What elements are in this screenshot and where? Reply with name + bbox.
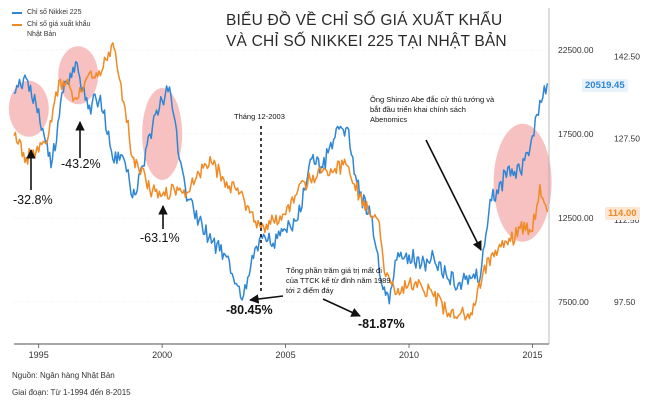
- chart-title: BIỂU ĐỒ VỀ CHỈ SỐ GIÁ XUẤT KHẨU VÀ CHỈ S…: [226, 12, 507, 50]
- highlight-ellipse-1: [58, 46, 99, 105]
- annotation-drop-2003: -80.45%: [226, 303, 273, 317]
- annotation-drop-1997: -43.2%: [61, 157, 101, 171]
- y-left-tick-label-1: 12500.00: [558, 213, 594, 223]
- legend-item-export: Chỉ số giá xuất khẩu Nhật Bản: [12, 20, 105, 40]
- legend-item-nikkei: Chỉ số Nikkei 225: [12, 8, 105, 18]
- y-right-tick-label-3: 142.50: [614, 52, 640, 62]
- y-left-tick-label-2: 17500.00: [558, 129, 594, 139]
- footer-source: Nguồn: Ngân hàng Nhật Bản: [12, 371, 115, 380]
- series-lines: [13, 42, 549, 321]
- annotation-arrow-4: [322, 298, 361, 317]
- x-tick-label-3: 2010: [399, 350, 419, 360]
- footer-period: Giai đoạn: Từ 1-1994 đến 8-2015: [12, 388, 131, 397]
- annotation-drop-2000: -63.1%: [140, 231, 180, 245]
- legend: Chỉ số Nikkei 225 Chỉ số giá xuất khẩu N…: [12, 8, 105, 42]
- series-line-export: [13, 42, 549, 321]
- annotation-dec-2003: Tháng 12-2003: [234, 112, 285, 121]
- annotation-drop-1995: -32.8%: [13, 193, 53, 207]
- nikkei-last-value-tag: 20519.45: [582, 79, 628, 92]
- annotation-arrow-5: [425, 139, 482, 251]
- annotation-drop-2009: -81.87%: [358, 317, 405, 331]
- y-right-tick-label-0: 97.50: [614, 297, 636, 307]
- y-right-tick-label-1: 112.50: [614, 215, 640, 225]
- legend-label-nikkei: Chỉ số Nikkei 225: [27, 9, 82, 16]
- x-tick-label-2: 2005: [276, 350, 296, 360]
- highlight-ellipse-3: [493, 123, 552, 242]
- annotation-arrow-3: [249, 294, 284, 304]
- y-left-tick-label-0: 7500.00: [558, 297, 589, 307]
- x-tick-label-1: 2000: [152, 350, 172, 360]
- x-tick-label-0: 1995: [29, 350, 49, 360]
- y-right-tick-label-2: 127.50: [614, 133, 640, 143]
- series-line-nikkei: [13, 61, 549, 305]
- y-left-tick-label-3: 22500.00: [558, 45, 594, 55]
- annotation-arrows: [26, 121, 482, 317]
- highlight-ellipse-0: [8, 80, 49, 137]
- highlight-regions: [8, 46, 552, 242]
- annotation-abenomics-note: Ông Shinzo Abe đắc cử thủ tướng và bắt đ…: [370, 95, 495, 124]
- annotation-total-loss-note: Tổng phần trăm giá trị mất đi của TTCK k…: [286, 266, 391, 295]
- legend-swatch-nikkei: [12, 12, 22, 14]
- legend-label-export: Chỉ số giá xuất khẩu Nhật Bản: [27, 21, 91, 38]
- x-tick-label-4: 2015: [522, 350, 542, 360]
- export-last-value-tag: 114.00: [605, 207, 640, 220]
- axes: 1995 2000 2005 2010 2015 7500.00 12500.00 17500…: [14, 8, 640, 360]
- legend-swatch-export: [12, 24, 22, 26]
